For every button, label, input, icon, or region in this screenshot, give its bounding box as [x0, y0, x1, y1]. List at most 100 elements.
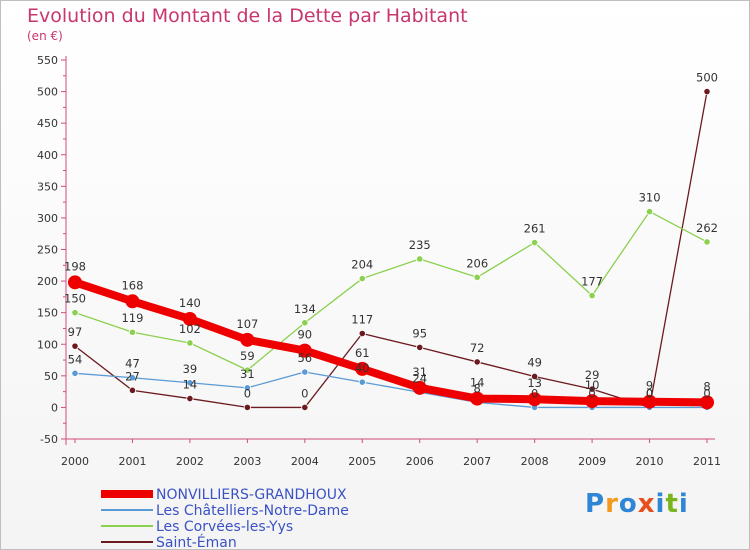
data-label: 8	[703, 379, 710, 393]
x-tick-label: 2003	[233, 455, 261, 468]
data-point	[416, 255, 424, 263]
data-point	[128, 328, 137, 336]
data-point	[301, 319, 309, 327]
data-label: 198	[64, 259, 86, 273]
data-label: 39	[183, 362, 198, 376]
data-point	[358, 329, 366, 338]
series-line-1	[74, 371, 708, 409]
logo-letter: x	[637, 489, 656, 519]
data-label: 14	[183, 378, 198, 392]
logo-letter: r	[605, 489, 619, 519]
data-point	[470, 391, 485, 406]
legend-label-0: NONVILLIERS-GRANDHOUX	[156, 487, 347, 503]
y-tick-label: 450	[37, 117, 58, 130]
logo-letter: t	[665, 489, 679, 519]
data-point	[71, 309, 79, 317]
data-label: 24	[412, 371, 427, 385]
data-point	[301, 403, 309, 412]
legend-label-2: Les Corvées-les-Yys	[156, 519, 293, 535]
data-label: 206	[466, 256, 488, 270]
data-point	[297, 343, 312, 358]
data-label: 31	[240, 367, 255, 381]
proxiti-logo: Proxiti	[585, 489, 689, 519]
data-label: 0	[301, 386, 308, 400]
data-point	[243, 366, 251, 374]
x-tick-label: 2006	[406, 455, 434, 468]
data-label: 31	[412, 365, 427, 379]
data-point	[703, 87, 711, 96]
data-point	[182, 311, 197, 326]
data-point	[186, 379, 194, 387]
y-tick-label: 350	[37, 180, 58, 193]
data-point	[412, 380, 427, 395]
data-label: 0	[244, 386, 251, 400]
data-point	[128, 374, 137, 382]
data-label: 56	[297, 351, 312, 365]
data-label: 9	[646, 379, 653, 393]
data-point	[588, 385, 596, 393]
data-point	[531, 372, 539, 381]
chart-unit: (en €)	[27, 29, 63, 43]
data-label: 0	[703, 386, 710, 400]
data-point	[128, 386, 137, 394]
chart-title: Evolution du Montant de la Dette par Hab…	[27, 5, 468, 27]
y-tick-label: 150	[37, 307, 58, 320]
data-label: 0	[646, 386, 653, 400]
data-label: 262	[696, 221, 718, 235]
data-point	[527, 392, 542, 407]
data-label: 13	[527, 376, 542, 390]
data-point	[301, 368, 309, 376]
data-label: 0	[646, 386, 653, 400]
data-point	[358, 378, 366, 386]
data-label: 97	[68, 325, 83, 339]
y-tick-label: 500	[37, 86, 58, 99]
logo-letter: i	[655, 489, 666, 519]
data-point	[186, 339, 194, 347]
x-tick-label: 2011	[693, 455, 721, 468]
legend-label-1: Les Châtelliers-Notre-Dame	[156, 503, 349, 519]
data-label: 49	[527, 355, 542, 369]
y-tick-label: 100	[37, 338, 58, 351]
data-label: 54	[68, 352, 83, 366]
data-point	[186, 394, 194, 403]
x-tick-label: 2002	[176, 455, 204, 468]
logo-letter: o	[618, 489, 638, 519]
x-tick-label: 2000	[61, 455, 89, 468]
data-label: 27	[125, 369, 140, 383]
data-label: 140	[179, 296, 201, 310]
logo-letter: i	[678, 489, 689, 519]
data-label: 119	[121, 311, 143, 325]
data-label: 95	[412, 326, 427, 340]
data-label: 59	[240, 349, 255, 363]
data-point	[588, 292, 596, 300]
data-label: 10	[585, 378, 600, 392]
data-label: 107	[236, 317, 258, 331]
data-label: 90	[297, 328, 312, 342]
data-point	[473, 358, 481, 366]
series-line-2	[74, 210, 708, 371]
data-label: 117	[351, 313, 373, 327]
legend-label-3: Saint-Éman	[156, 534, 237, 549]
data-label: 310	[639, 191, 661, 205]
data-point	[71, 369, 79, 377]
data-point	[240, 332, 255, 347]
data-point	[645, 208, 654, 216]
data-point	[125, 294, 140, 309]
data-point	[243, 384, 251, 392]
x-tick-label: 2009	[578, 455, 606, 468]
data-label: 500	[696, 71, 718, 85]
data-label: 168	[121, 278, 143, 292]
series-line-3	[74, 90, 708, 409]
data-label: 204	[351, 258, 373, 272]
y-tick-label: 400	[37, 149, 58, 162]
series-line-0	[71, 278, 711, 407]
x-tick-label: 2010	[636, 455, 664, 468]
y-tick-label: 300	[37, 212, 58, 225]
data-point	[416, 343, 424, 352]
x-tick-label: 2004	[291, 455, 319, 468]
data-label: 47	[125, 357, 140, 371]
data-label: 150	[64, 292, 86, 306]
y-tick-label: 250	[37, 244, 58, 257]
data-point	[473, 273, 481, 281]
